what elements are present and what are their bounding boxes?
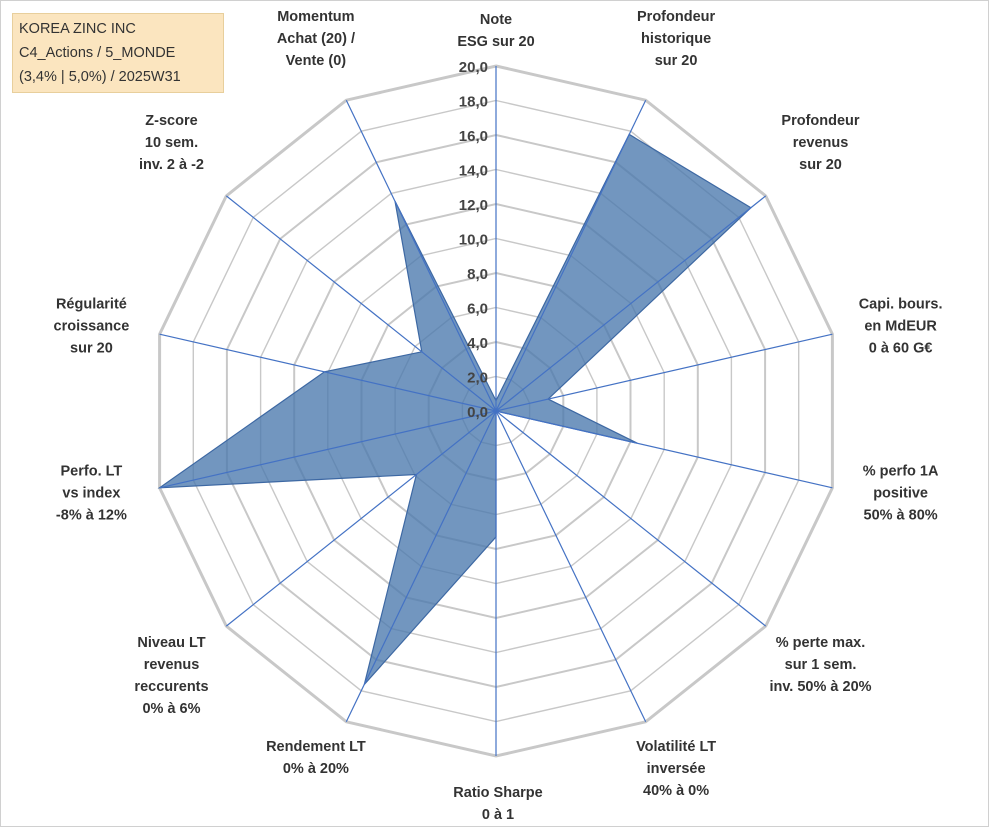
- category-label-line: Volatilité LT: [636, 739, 716, 755]
- axis-spoke: [495, 410, 647, 723]
- category-label: % perfo 1A positive 50% à 80%: [863, 463, 939, 523]
- category-label-line: croissance: [54, 319, 130, 335]
- info-box: KOREA ZINC INC C4_Actions / 5_MONDE (3,4…: [12, 13, 224, 93]
- radar-series: [157, 133, 752, 685]
- weights-and-week: (3,4% | 5,0%) / 2025W31: [19, 69, 181, 85]
- category-label-line: 0% à 20%: [283, 761, 349, 777]
- category-label: Note ESG sur 20: [457, 12, 534, 50]
- category-label-line: 10 sem.: [145, 135, 198, 151]
- tick-label: 6,0: [467, 301, 488, 318]
- axis-spoke: [225, 410, 497, 627]
- category-label-line: Ratio Sharpe: [453, 785, 542, 801]
- tick-label: 20,0: [459, 59, 488, 76]
- tick-label: 16,0: [459, 128, 488, 145]
- portfolio-category: C4_Actions / 5_MONDE: [19, 45, 176, 61]
- category-label-line: sur 20: [70, 341, 113, 357]
- category-label-line: % perte max.: [776, 635, 865, 651]
- category-label-line: positive: [873, 485, 928, 501]
- category-label-line: sur 20: [799, 157, 842, 173]
- series-area: [157, 133, 752, 685]
- category-label-line: Profondeur: [781, 113, 859, 129]
- category-label-line: 50% à 80%: [864, 507, 938, 523]
- category-label-line: vs index: [62, 485, 120, 501]
- category-label-line: % perfo 1A: [863, 463, 939, 479]
- category-labels: Note ESG sur 20 Profondeur historique sur 20…: [54, 9, 943, 823]
- category-label-line: Vente (0): [286, 53, 347, 69]
- tick-label: 8,0: [467, 266, 488, 283]
- category-label-line: sur 1 sem.: [785, 657, 857, 673]
- category-label-line: revenus: [793, 135, 849, 151]
- tick-label: 0,0: [467, 404, 488, 421]
- category-label-line: revenus: [144, 657, 200, 673]
- axis-spoke: [495, 333, 833, 412]
- category-label: Profondeur historique sur 20: [637, 9, 715, 69]
- category-label-line: historique: [641, 31, 711, 47]
- axis-spoke: [495, 195, 767, 412]
- category-label-line: Rendement LT: [266, 739, 366, 755]
- category-label-line: Momentum: [277, 9, 354, 25]
- axis-spoke: [345, 99, 497, 412]
- radar-spokes: [159, 66, 833, 756]
- category-label: Capi. bours. en MdEUR 0 à 60 G€: [859, 297, 943, 357]
- category-label-line: Capi. bours.: [859, 297, 943, 313]
- category-label-line: 40% à 0%: [643, 783, 709, 799]
- category-label: Z-score 10 sem. inv. 2 à -2: [139, 113, 204, 173]
- category-label-line: Profondeur: [637, 9, 715, 25]
- category-label-line: Z-score: [145, 113, 197, 129]
- tick-label: 10,0: [459, 232, 488, 249]
- category-label-line: Perfo. LT: [61, 463, 123, 479]
- category-label-line: ESG sur 20: [457, 34, 534, 50]
- category-label: Perfo. LT vs index -8% à 12%: [56, 463, 127, 523]
- tick-label: 4,0: [467, 335, 488, 352]
- category-label: Ratio Sharpe 0 à 1: [453, 785, 542, 823]
- category-label: % perte max. sur 1 sem. inv. 50% à 20%: [769, 635, 871, 695]
- axis-spoke: [495, 410, 767, 627]
- category-label: Momentum Achat (20) / Vente (0): [277, 9, 355, 69]
- category-label-line: en MdEUR: [864, 319, 937, 335]
- axis-spoke: [345, 410, 497, 723]
- category-label-line: reccurents: [134, 679, 208, 695]
- category-label-line: inv. 50% à 20%: [769, 679, 871, 695]
- axis-spoke: [159, 333, 497, 412]
- axis-spoke: [495, 410, 833, 489]
- category-label-line: Régularité: [56, 297, 127, 313]
- category-label-line: sur 20: [655, 53, 698, 69]
- tick-label: 2,0: [467, 370, 488, 387]
- category-label-line: inversée: [647, 761, 706, 777]
- category-label: Volatilité LT inversée 40% à 0%: [636, 739, 716, 799]
- category-label-line: inv. 2 à -2: [139, 157, 204, 173]
- tick-label: 14,0: [459, 163, 488, 180]
- tick-label: 12,0: [459, 197, 488, 214]
- category-label: Niveau LT revenus reccurents 0% à 6%: [134, 635, 208, 717]
- company-name: KOREA ZINC INC: [19, 21, 136, 37]
- category-label-line: 0 à 60 G€: [869, 341, 933, 357]
- axis-spoke: [225, 195, 497, 412]
- category-label: Profondeur revenus sur 20: [781, 113, 859, 173]
- axis-spoke: [159, 410, 497, 489]
- category-label-line: Niveau LT: [137, 635, 205, 651]
- category-label: Rendement LT 0% à 20%: [266, 739, 366, 777]
- radial-tick-labels: 0,0 2,0 4,0 6,0 8,0 10,0 12,0 14,0 16,0 18,0 20,0: [459, 59, 488, 421]
- category-label-line: Note: [480, 12, 512, 28]
- category-label-line: Achat (20) /: [277, 31, 355, 47]
- category-label-line: 0% à 6%: [142, 701, 200, 717]
- category-label: Régularité croissance sur 20: [54, 297, 130, 357]
- tick-label: 18,0: [459, 94, 488, 111]
- category-label-line: -8% à 12%: [56, 507, 127, 523]
- axis-spoke: [495, 99, 647, 412]
- category-label-line: 0 à 1: [482, 807, 514, 823]
